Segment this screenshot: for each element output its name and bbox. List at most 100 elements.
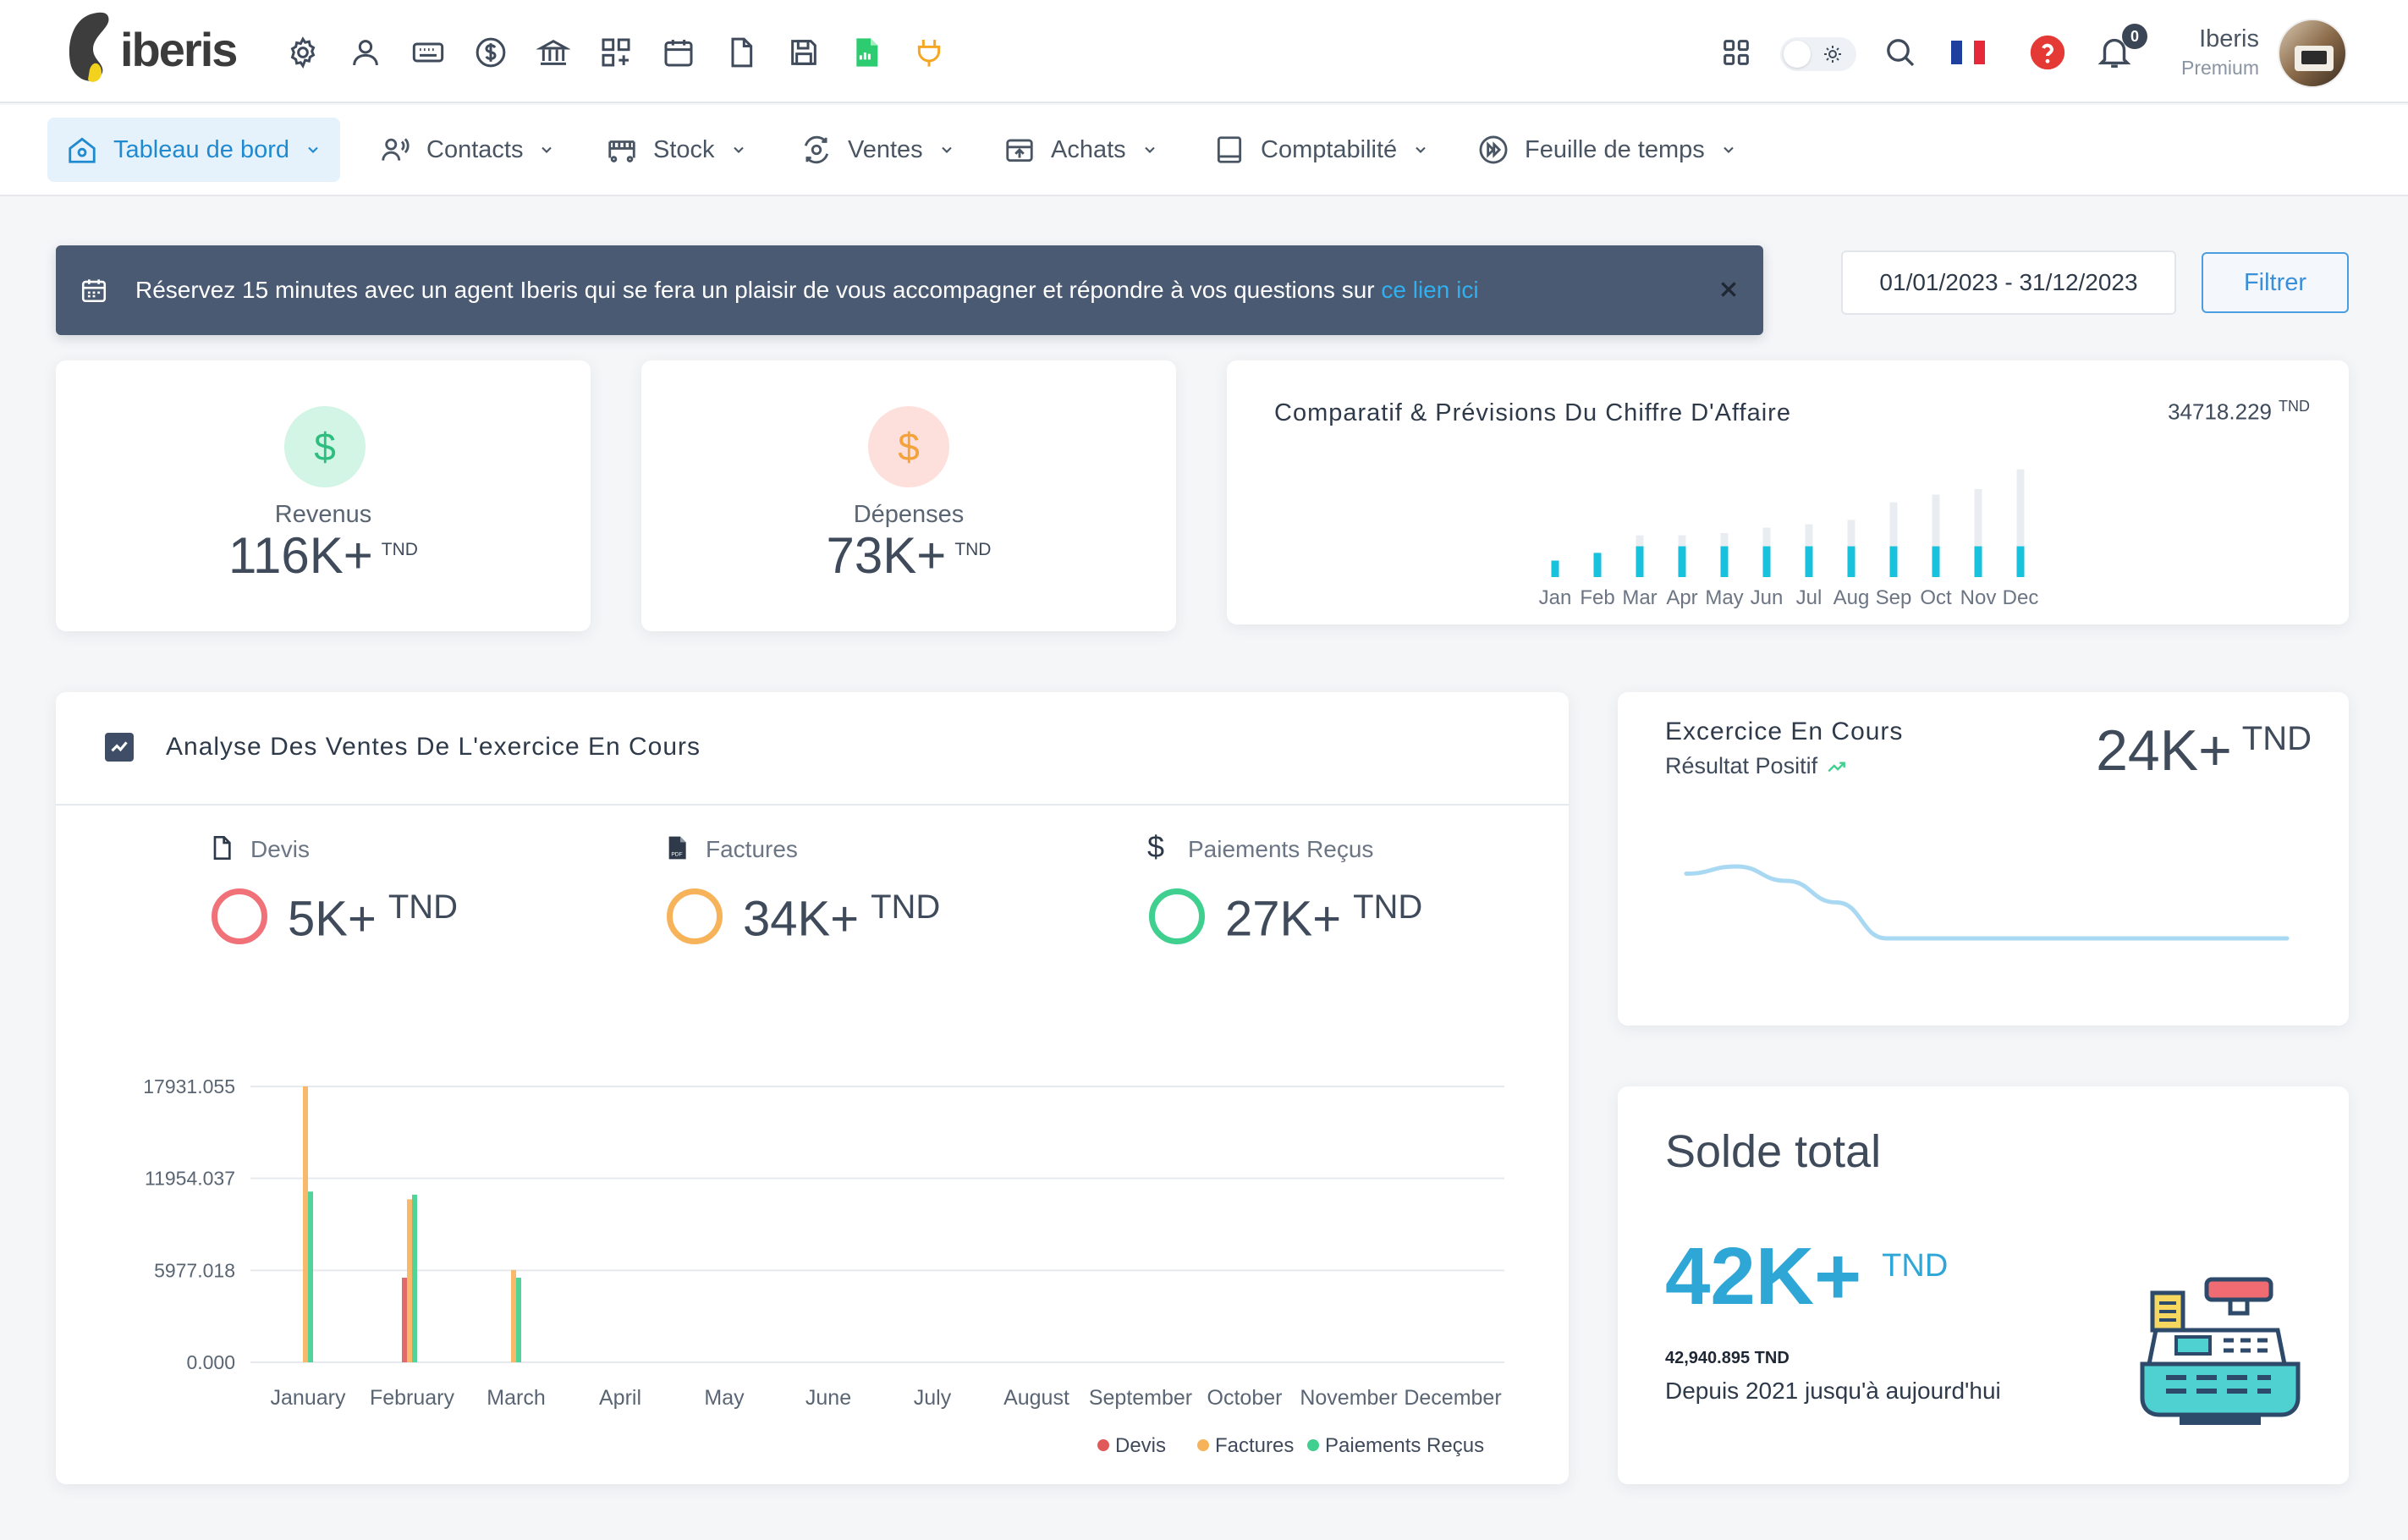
- avatar[interactable]: [2278, 19, 2347, 88]
- nav-label: Ventes: [848, 135, 923, 163]
- legend-label: Paiements Reçus: [1325, 1434, 1484, 1457]
- nav-item-feuille-de-temps[interactable]: Feuille de temps: [1459, 118, 1756, 182]
- ledger-icon: [1217, 136, 1242, 163]
- nav-item-comptabilite[interactable]: Comptabilité: [1195, 118, 1448, 182]
- actual-bar: [1762, 546, 1771, 577]
- nav-item-contacts[interactable]: Contacts: [360, 118, 574, 182]
- french-flag-icon[interactable]: [1951, 41, 1985, 64]
- solde-value: 42K+ TND: [1665, 1230, 1948, 1323]
- nav-label: Comptabilité: [1261, 135, 1398, 163]
- month-tick-label: Feb: [1580, 586, 1614, 609]
- x-tick-label: May: [704, 1386, 745, 1410]
- month-tick-label: Oct: [1920, 586, 1952, 609]
- comparatif-amount: 34718.229: [2168, 399, 2272, 425]
- forecast-bar: [1974, 489, 1982, 577]
- search-icon[interactable]: [1883, 36, 1917, 69]
- y-tick-label: 5977.018: [154, 1259, 235, 1281]
- y-tick-label: 0.000: [186, 1351, 235, 1373]
- analyse-card: Analyse Des Ventes De L'exercice En Cour…: [56, 692, 1569, 1484]
- nav-item-stock[interactable]: Stock: [587, 118, 766, 182]
- nav-label: Tableau de bord: [113, 135, 289, 163]
- depenses-value: 73K+ TND: [641, 526, 1176, 585]
- nav-label: Stock: [653, 135, 715, 163]
- kpi-label: Factures: [706, 836, 798, 862]
- chevron-down-icon: [1144, 146, 1155, 153]
- y-tick-label: 11954.037: [145, 1168, 235, 1190]
- keyboard-icon[interactable]: [411, 36, 445, 69]
- calendar-icon[interactable]: [662, 36, 695, 69]
- y-tick-label: 17931.055: [143, 1075, 235, 1097]
- actual-bar: [2016, 546, 2025, 577]
- bell-icon[interactable]: [2095, 32, 2134, 71]
- user-name: Iberis: [2199, 25, 2259, 52]
- user-icon[interactable]: [349, 36, 382, 69]
- actual-bar: [1805, 546, 1813, 577]
- revenus-value: 116K+ TND: [56, 526, 591, 585]
- actual-bar: [1593, 553, 1602, 577]
- kpi-amount: 34K+: [743, 891, 860, 947]
- month-tick-label: Sep: [1876, 586, 1912, 609]
- svg-text:PDF: PDF: [671, 851, 682, 857]
- chevron-down-icon: [941, 146, 952, 153]
- grid-plus-icon[interactable]: [599, 36, 633, 69]
- home-icon: [69, 137, 96, 163]
- unit-label: TND: [871, 888, 941, 926]
- exercice-title: Excercice En Cours: [1665, 718, 1904, 745]
- x-tick-label: March: [487, 1386, 545, 1410]
- month-tick-label: Apr: [1666, 586, 1697, 609]
- divider: [56, 804, 1569, 806]
- fast-forward-icon: [1479, 135, 1508, 164]
- nav-item-tableau-de-bord[interactable]: Tableau de bord: [47, 118, 340, 182]
- iberis-logo[interactable]: iberis: [64, 10, 242, 88]
- nav-item-achats[interactable]: Achats: [985, 118, 1177, 182]
- month-tick-label: Mar: [1622, 586, 1657, 609]
- bank-icon[interactable]: [536, 36, 570, 69]
- exercice-status: Résultat Positif: [1665, 753, 1818, 778]
- save-icon[interactable]: [787, 36, 821, 69]
- exercice-value: 24K+ TND: [2083, 718, 2312, 784]
- gear-icon[interactable]: [286, 36, 320, 69]
- unit-label: TND: [388, 888, 459, 926]
- notification-badge: 0: [2122, 24, 2147, 49]
- bar-paiements-re-us: [412, 1194, 417, 1362]
- pdf-icon: PDF: [668, 836, 686, 860]
- x-tick-label: September: [1089, 1386, 1192, 1410]
- actual-bar: [1847, 546, 1855, 577]
- document-icon[interactable]: [724, 36, 758, 69]
- actual-bar: [1974, 546, 1982, 577]
- banner-link[interactable]: ce lien ici: [1381, 277, 1479, 303]
- user-info[interactable]: Iberis Premium: [2166, 25, 2259, 80]
- date-range-input[interactable]: 01/01/2023 - 31/12/2023: [1841, 250, 2176, 315]
- cash-register-icon: [2140, 1277, 2301, 1425]
- unit-label: TND: [954, 540, 992, 559]
- dollar-circle-icon[interactable]: [474, 36, 508, 69]
- chevron-down-icon: [308, 146, 318, 153]
- x-tick-label: October: [1207, 1386, 1283, 1410]
- solde-amount: 42K+: [1665, 1231, 1862, 1322]
- chevron-down-icon: [1416, 146, 1426, 153]
- actual-bar: [1678, 546, 1686, 577]
- nav-item-ventes[interactable]: Ventes: [782, 118, 974, 182]
- purchase-box-icon: [1006, 139, 1033, 162]
- chevron-down-icon: [733, 146, 744, 153]
- plug-icon[interactable]: [912, 36, 946, 69]
- apps-grid-icon[interactable]: [1719, 36, 1753, 69]
- depenses-amount: 73K+: [826, 527, 947, 584]
- info-banner: Réservez 15 minutes avec un agent Iberis…: [56, 245, 1763, 335]
- month-tick-label: Nov: [1960, 586, 1997, 609]
- actual-bar: [1720, 546, 1729, 577]
- sales-bar-chart: 17931.055 11954.037 5977.018 0.000 January Fe…: [143, 1075, 1504, 1457]
- comparatif-title: Comparatif & Prévisions Du Chiffre D'Aff…: [1274, 399, 1791, 426]
- x-tick-label: February: [370, 1386, 455, 1410]
- theme-toggle[interactable]: [1780, 37, 1856, 71]
- kpi-value: 34K+ TND: [743, 888, 940, 947]
- help-icon[interactable]: [2029, 34, 2066, 71]
- unit-label: TND: [381, 540, 418, 559]
- main-nav: Tableau de bord Contacts Stock Ventes Ac…: [0, 105, 2408, 196]
- spreadsheet-icon[interactable]: [849, 36, 883, 69]
- filter-button[interactable]: Filtrer: [2202, 252, 2349, 313]
- x-tick-label: August: [1003, 1386, 1069, 1410]
- close-icon[interactable]: [1718, 278, 1740, 300]
- x-tick-label: April: [599, 1386, 641, 1410]
- bar-factures: [303, 1086, 308, 1362]
